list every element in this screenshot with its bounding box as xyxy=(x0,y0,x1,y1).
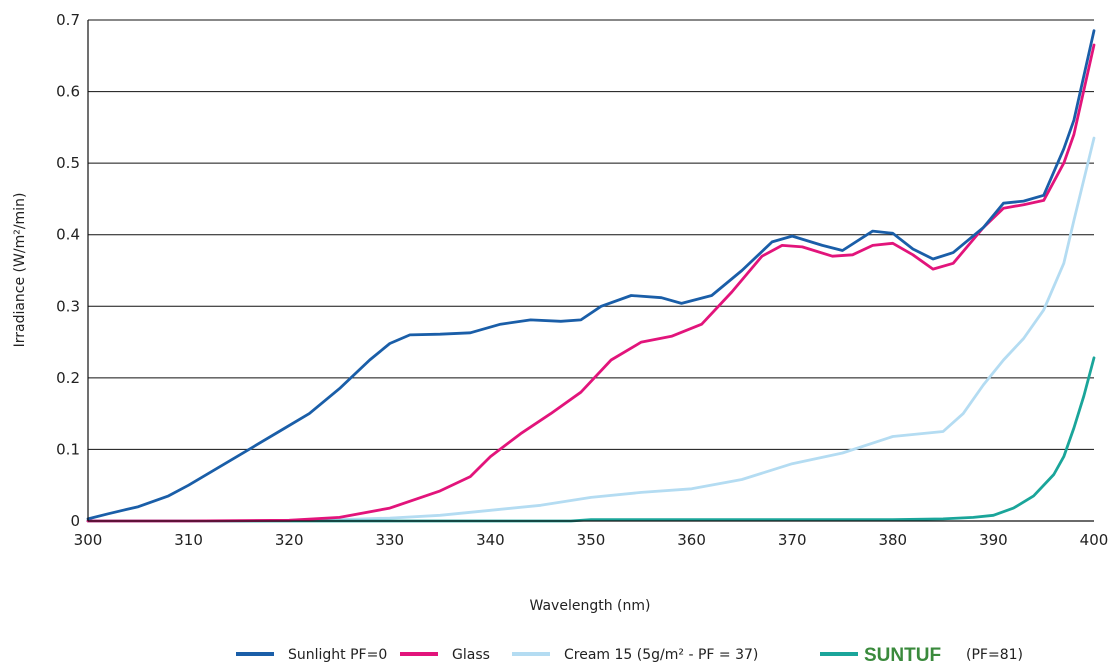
x-tick-label: 320 xyxy=(275,531,304,549)
x-tick-label: 330 xyxy=(375,531,404,549)
gridlines xyxy=(88,19,1094,522)
y-tick-label: 0.2 xyxy=(56,369,80,387)
legend: Sunlight PF=0 Glass Cream 15 (5g/m² - PF… xyxy=(236,645,1023,664)
y-tick-label: 0.5 xyxy=(56,154,80,172)
y-tick-label: 0.3 xyxy=(56,297,80,315)
y-axis-label: Irradiance (W/m²/min) xyxy=(12,193,28,348)
series-line-0 xyxy=(86,29,1096,521)
x-tick-label: 370 xyxy=(778,531,807,549)
legend-label-glass: Glass xyxy=(452,647,490,663)
x-axis-label: Wavelength (nm) xyxy=(530,598,651,614)
axes xyxy=(87,20,1094,522)
x-tick-label: 390 xyxy=(979,531,1008,549)
x-tick-label: 350 xyxy=(577,531,606,549)
x-axis-ticks: 300 310 320 330 340 350 360 370 380 390 400 xyxy=(74,531,1109,549)
y-tick-label: 0.1 xyxy=(56,440,80,458)
y-tick-label: 0 xyxy=(70,512,80,530)
legend-label-cream: Cream 15 (5g/m² - PF = 37) xyxy=(564,647,758,663)
series-line-1 xyxy=(86,43,1096,523)
x-tick-label: 300 xyxy=(74,531,103,549)
x-tick-label: 380 xyxy=(878,531,907,549)
y-axis-ticks: 0 0.1 0.2 0.3 0.4 0.5 0.6 0.7 xyxy=(56,11,80,530)
legend-label-suntuf: (PF=81) xyxy=(966,647,1023,663)
y-tick-label: 0.6 xyxy=(56,83,80,101)
series-line-2 xyxy=(86,136,1096,523)
suntuf-logo: SUNTUF xyxy=(864,645,941,664)
x-tick-label: 340 xyxy=(476,531,505,549)
x-tick-label: 310 xyxy=(174,531,203,549)
x-tick-label: 400 xyxy=(1080,531,1109,549)
y-tick-label: 0.7 xyxy=(56,11,80,29)
x-tick-label: 360 xyxy=(677,531,706,549)
data-series xyxy=(86,29,1096,523)
legend-label-sunlight: Sunlight PF=0 xyxy=(288,647,387,663)
y-tick-label: 0.4 xyxy=(56,226,80,244)
